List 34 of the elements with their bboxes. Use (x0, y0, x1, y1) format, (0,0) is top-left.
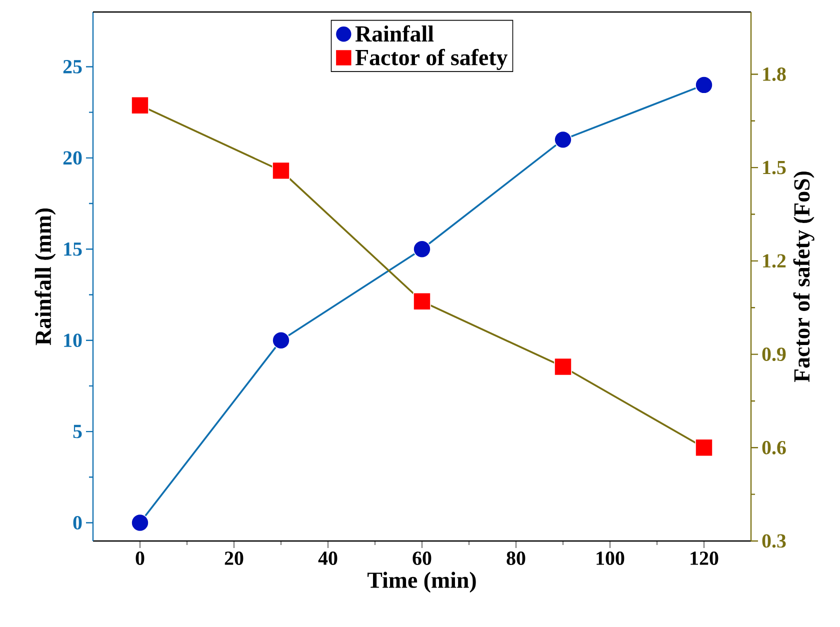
y2-tick-label: 1.5 (763, 160, 786, 174)
point (554, 358, 572, 376)
point (413, 240, 431, 258)
x-axis-title: Time (min) (368, 572, 476, 593)
point (695, 438, 713, 457)
x-tick-label: 40 (318, 552, 338, 565)
y-tick-label: 25 (63, 60, 82, 74)
point (695, 76, 713, 94)
y2-tick-label: 0.6 (762, 440, 786, 454)
y-tick-label: 10 (64, 334, 82, 348)
legend-label: Factor of safety (355, 48, 508, 70)
point (272, 331, 290, 350)
x-tick-label: 80 (506, 552, 526, 565)
y2-tick-label: 1.8 (763, 67, 786, 81)
point (272, 162, 290, 180)
x-tick-label: 120 (690, 552, 718, 565)
x-tick-label: 20 (224, 552, 244, 565)
y-tick-label: 20 (63, 151, 82, 165)
point (554, 130, 572, 149)
y2-axis-title: Factor of safety (FoS) (793, 172, 814, 382)
y2-tick-label: 1.2 (763, 254, 786, 268)
x-tick-label: 60 (412, 552, 432, 565)
y2-tick-label: 0.3 (762, 534, 786, 548)
y-tick-label: 15 (64, 242, 82, 256)
x-tick-label: 100 (596, 552, 624, 565)
legend-label: Rainfall (355, 25, 434, 42)
y2-tick-label: 0.9 (762, 348, 786, 362)
x-tick-label: 0 (136, 552, 144, 565)
y-tick-label: 0 (73, 516, 82, 530)
y-tick-label: 5 (73, 424, 82, 438)
point (131, 514, 149, 532)
point (131, 96, 149, 114)
y-axis-title: Rainfall (mm) (34, 208, 56, 346)
point (413, 292, 431, 310)
